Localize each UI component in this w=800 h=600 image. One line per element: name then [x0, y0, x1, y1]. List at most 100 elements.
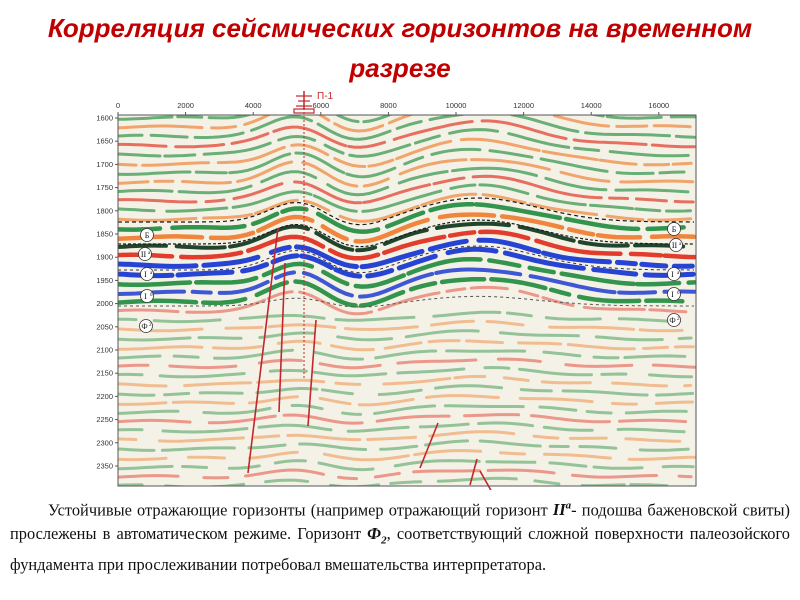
x-tick-label: 0: [116, 101, 120, 110]
reflector-segment: [518, 396, 594, 404]
x-axis: 0 2000 4000 6000 8000 10000 12000 14000 16000: [116, 101, 669, 115]
reflector-segment: [248, 395, 299, 405]
reflector-segment: [471, 174, 517, 182]
reflector-segment: [268, 368, 308, 373]
svg-text:I: I: [671, 270, 674, 279]
reflector-segment: [118, 437, 138, 442]
reflector-segment: [542, 350, 582, 358]
reflector-segment: [392, 120, 474, 141]
reflector-segment: [318, 396, 352, 406]
reflector-segment: [615, 171, 655, 175]
reflector-segment: [118, 409, 180, 415]
reflector-segment: [623, 354, 687, 359]
reflector-segment: [412, 469, 482, 474]
reflector-segment: [160, 446, 236, 452]
reflector-segment: [250, 211, 280, 227]
y-tick-label: 2150: [96, 369, 113, 378]
reflector-segment: [671, 161, 693, 166]
reflector-segment: [538, 405, 578, 412]
horizon-pick-line: [118, 197, 694, 226]
reflector-segment: [396, 367, 466, 375]
fault-line: [479, 470, 492, 490]
reflector-segment: [437, 212, 497, 220]
reflector-segment: [673, 199, 695, 204]
x-tick-label: 14000: [581, 101, 602, 110]
reflector-segment: [484, 113, 502, 114]
reflector-segment: [439, 276, 487, 285]
reflector-segment: [652, 124, 692, 129]
reflector-segment: [185, 298, 267, 314]
reflector-segment: [373, 471, 401, 479]
reflector-segment: [118, 483, 144, 486]
horizon-label-IIa: II а: [669, 238, 683, 252]
reflector-segment: [469, 285, 509, 291]
reflector-segment: [175, 269, 235, 278]
reflector-segment: [634, 197, 668, 203]
reflector-segment: [592, 355, 620, 360]
y-tick-label: 2000: [96, 299, 113, 308]
reflector-segment: [389, 480, 423, 485]
reflector-segment: [655, 391, 695, 397]
reflector-segment: [347, 140, 387, 149]
reflector-segment: [172, 354, 200, 359]
reflector-segment: [118, 382, 168, 388]
y-tick-label: 2100: [96, 346, 113, 355]
y-tick-label: 1650: [96, 137, 113, 146]
x-tick-label: 6000: [312, 101, 329, 110]
caption-part-1: Устойчивые отражающие горизонты (наприме…: [48, 500, 553, 520]
reflector-segment: [247, 450, 299, 460]
reflector-segment: [651, 363, 696, 369]
reflector-segment: [190, 289, 213, 295]
reflector-segment: [216, 145, 286, 165]
y-tick-label: 2050: [96, 322, 113, 331]
x-tick-label: 2000: [177, 101, 194, 110]
reflector-segment: [320, 224, 349, 242]
reflector-segment: [266, 290, 294, 300]
reflector-segment: [171, 400, 235, 405]
reflector-segment: [647, 217, 693, 222]
reflector-segment: [677, 474, 693, 479]
reflector-segment: [361, 189, 443, 213]
reflector-segment: [639, 261, 669, 269]
reflector-segment: [404, 329, 480, 339]
reflector-segment: [177, 184, 253, 195]
reflector-segment: [362, 177, 390, 188]
x-tick-label: 16000: [648, 101, 669, 110]
reflector-segment: [207, 414, 277, 425]
reflector-segment: [397, 170, 449, 185]
reflector-segment: [256, 214, 315, 233]
reflector-segment: [499, 214, 565, 230]
svg-text:а: а: [148, 251, 151, 256]
reflector-segment: [532, 434, 560, 440]
reflector-segment: [443, 404, 525, 409]
horizon-labels-left: БII аI аI бФ 2: [138, 228, 154, 333]
reflector-segment: [548, 325, 636, 331]
reflector-segment: [608, 150, 690, 158]
reflector-segment: [527, 265, 556, 275]
reflector-segment: [118, 354, 162, 360]
reflector-segment: [544, 316, 602, 321]
reflector-segment: [535, 194, 587, 207]
reflector-segment: [341, 411, 363, 416]
reflector-segment: [193, 131, 245, 139]
reflector-segment: [210, 125, 238, 130]
faults: [247, 227, 492, 490]
reflector-segment: [578, 445, 618, 450]
reflector-segment: [358, 289, 406, 308]
reflector-segment: [118, 447, 156, 452]
reflector-segment: [200, 296, 248, 306]
reflector-segment: [152, 318, 222, 324]
reflector-segment: [487, 258, 522, 269]
reflector-segment: [486, 468, 556, 475]
reflector-segment: [598, 158, 638, 166]
reflector-segment: [477, 421, 535, 428]
reflector-segment: [286, 433, 362, 442]
horizon-label-B: Б: [140, 228, 154, 242]
reflector-segment: [118, 280, 193, 288]
reflector-segment: [377, 388, 423, 396]
reflector-segment: [561, 389, 649, 397]
reflector-segment: [465, 339, 504, 345]
